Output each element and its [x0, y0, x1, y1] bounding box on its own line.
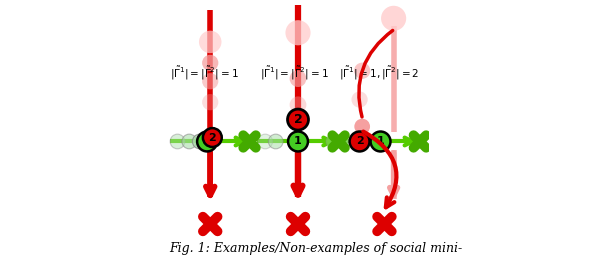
- Text: $|\tilde{\Gamma}^1|=|\tilde{\Gamma}^2|=1$: $|\tilde{\Gamma}^1|=|\tilde{\Gamma}^2|=1…: [170, 65, 238, 82]
- Text: 1: 1: [203, 137, 211, 146]
- Circle shape: [285, 20, 311, 45]
- Circle shape: [193, 134, 207, 149]
- Text: Fig. 1: Examples/Non-examples of social mini-: Fig. 1: Examples/Non-examples of social …: [170, 242, 463, 255]
- Circle shape: [355, 119, 370, 134]
- Text: $|\tilde{\Gamma}^1|=|\tilde{\Gamma}^2|=1$: $|\tilde{\Gamma}^1|=|\tilde{\Gamma}^2|=1…: [260, 65, 329, 82]
- Circle shape: [337, 134, 351, 149]
- Circle shape: [287, 109, 309, 130]
- Text: 1: 1: [377, 137, 384, 146]
- Text: $|\tilde{\Gamma}^1|=1,|\tilde{\Gamma}^2|=2$: $|\tilde{\Gamma}^1|=1,|\tilde{\Gamma}^2|…: [339, 65, 420, 82]
- Circle shape: [182, 134, 197, 149]
- Text: 1: 1: [294, 137, 302, 146]
- Circle shape: [258, 134, 272, 149]
- Circle shape: [197, 132, 217, 151]
- Circle shape: [381, 6, 406, 31]
- Text: 2: 2: [294, 113, 302, 126]
- Circle shape: [352, 91, 368, 108]
- FancyArrowPatch shape: [364, 132, 396, 207]
- Circle shape: [350, 132, 370, 151]
- Circle shape: [290, 70, 306, 87]
- Circle shape: [170, 134, 185, 149]
- Circle shape: [202, 55, 218, 71]
- Text: 2: 2: [209, 133, 216, 143]
- Circle shape: [268, 134, 283, 149]
- Circle shape: [288, 132, 308, 151]
- FancyArrowPatch shape: [359, 30, 393, 117]
- Circle shape: [371, 132, 390, 151]
- Text: 2: 2: [356, 137, 364, 146]
- Circle shape: [202, 73, 218, 89]
- Circle shape: [199, 31, 222, 53]
- Circle shape: [202, 94, 218, 110]
- Circle shape: [326, 134, 341, 149]
- Circle shape: [354, 63, 370, 79]
- Circle shape: [203, 128, 222, 147]
- Circle shape: [290, 96, 306, 113]
